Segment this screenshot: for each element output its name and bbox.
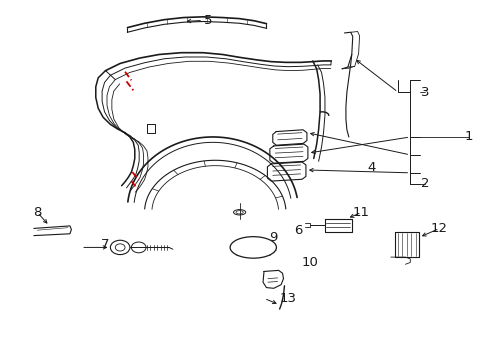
Text: 8: 8 xyxy=(33,206,41,219)
Text: 13: 13 xyxy=(279,292,296,305)
Text: 6: 6 xyxy=(293,224,302,237)
Text: 3: 3 xyxy=(420,86,428,99)
Text: 1: 1 xyxy=(464,130,472,144)
Text: 2: 2 xyxy=(420,177,428,190)
Text: 4: 4 xyxy=(366,161,375,174)
Text: 9: 9 xyxy=(269,231,277,244)
Text: 7: 7 xyxy=(101,238,110,251)
Text: 11: 11 xyxy=(352,206,369,219)
Ellipse shape xyxy=(230,237,276,258)
Text: 12: 12 xyxy=(430,222,447,235)
Text: 5: 5 xyxy=(203,14,212,27)
Text: 10: 10 xyxy=(301,256,318,269)
